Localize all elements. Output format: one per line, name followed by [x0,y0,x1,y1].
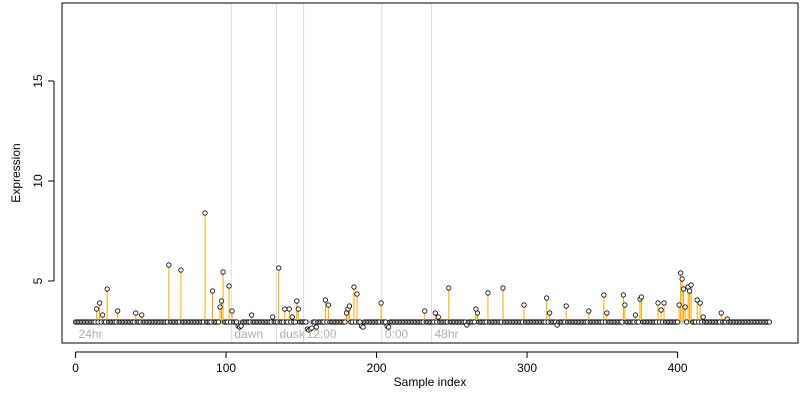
peak-point [694,297,700,303]
peak-point [601,292,607,298]
peak-point [202,210,208,216]
peak-point [521,302,527,308]
peak-point [229,308,235,314]
data-point [635,319,642,325]
x-tick-label: 300 [517,361,537,375]
peak-point [322,297,328,303]
data-points [72,210,773,333]
peak-point [270,314,276,320]
peak-point [133,310,139,316]
peak-point [678,270,684,276]
region-label-start: 24hr [79,327,103,341]
peak-point [325,302,332,308]
peak-point [681,286,687,292]
peak-point [547,310,553,316]
peak-point [679,276,685,282]
peak-point [435,314,441,320]
peak-point [115,308,121,314]
peak-point [604,310,610,316]
peak-point [422,308,428,314]
region-lines [230,3,433,343]
peak-point [209,288,216,294]
peak-point [178,267,184,273]
peak-point [586,308,592,314]
x-tick-label: 200 [367,361,387,375]
data-point [360,324,366,330]
peak-point [661,300,667,306]
peak-point [276,265,282,271]
y-tick-label: 15 [31,74,45,88]
peak-point [658,307,664,313]
region-label: dusk [279,327,305,341]
peak-point [638,294,645,300]
data-point [313,324,319,330]
peak-point [632,312,639,318]
peak-point [100,312,106,318]
x-tick-label: 100 [216,361,236,375]
data-point [684,319,690,325]
data-point [619,319,625,325]
y-tick-label: 5 [31,277,45,284]
y-axis: 5 10 15 [31,74,55,284]
peak-point [500,285,506,291]
peak-point [655,300,661,306]
peak-point [166,262,172,268]
peak-point [346,303,353,309]
peak-point [289,314,295,320]
data-point [674,319,681,325]
peak-point [432,310,438,316]
peak-point [286,306,292,312]
peak-point [249,312,255,318]
peak-point [94,306,100,312]
region-labels: dawn dusk 12:00 0:00 48hr 24hr [79,327,459,341]
peak-point [446,285,452,291]
x-tick-label: 0 [72,361,79,375]
peak-stems [96,213,728,322]
peak-point [687,288,693,294]
y-tick-label: 10 [31,174,45,188]
peak-point [620,292,627,298]
peak-point [718,310,724,316]
region-label: dawn [234,327,263,341]
peak-point [218,298,225,304]
peak-point [139,312,145,318]
data-point [292,319,298,325]
x-axis: 0 100 200 300 400 [72,351,688,375]
peak-point [563,303,569,309]
x-tick-label: 400 [668,361,688,375]
peak-point [97,300,103,306]
x-axis-title: Sample index [394,375,467,389]
peak-point [700,314,706,320]
peak-point [676,302,682,308]
peak-point [682,304,688,310]
peak-point [294,298,300,304]
peak-point [622,302,628,308]
region-label: 12:00 [307,327,337,341]
peak-point [354,291,360,297]
data-point [342,319,348,325]
peak-point [474,310,481,316]
peak-point [217,304,223,310]
data-point [303,319,309,325]
peak-point [282,306,288,312]
data-point [471,319,478,325]
peak-point [220,269,226,275]
data-point [215,319,222,325]
peak-point [226,283,232,289]
data-point [766,319,773,325]
region-label: 48hr [435,327,459,341]
peak-point [544,295,550,301]
peak-point [688,282,694,288]
data-point [386,324,392,330]
plot-frame [61,2,799,344]
peak-point [378,300,384,306]
y-axis-title: Expression [9,143,23,202]
peak-point [351,284,357,290]
peak-point [104,286,110,292]
region-label: 0:00 [385,327,409,341]
peak-point [485,290,491,296]
peak-point [295,306,301,312]
peak-point [697,300,703,306]
